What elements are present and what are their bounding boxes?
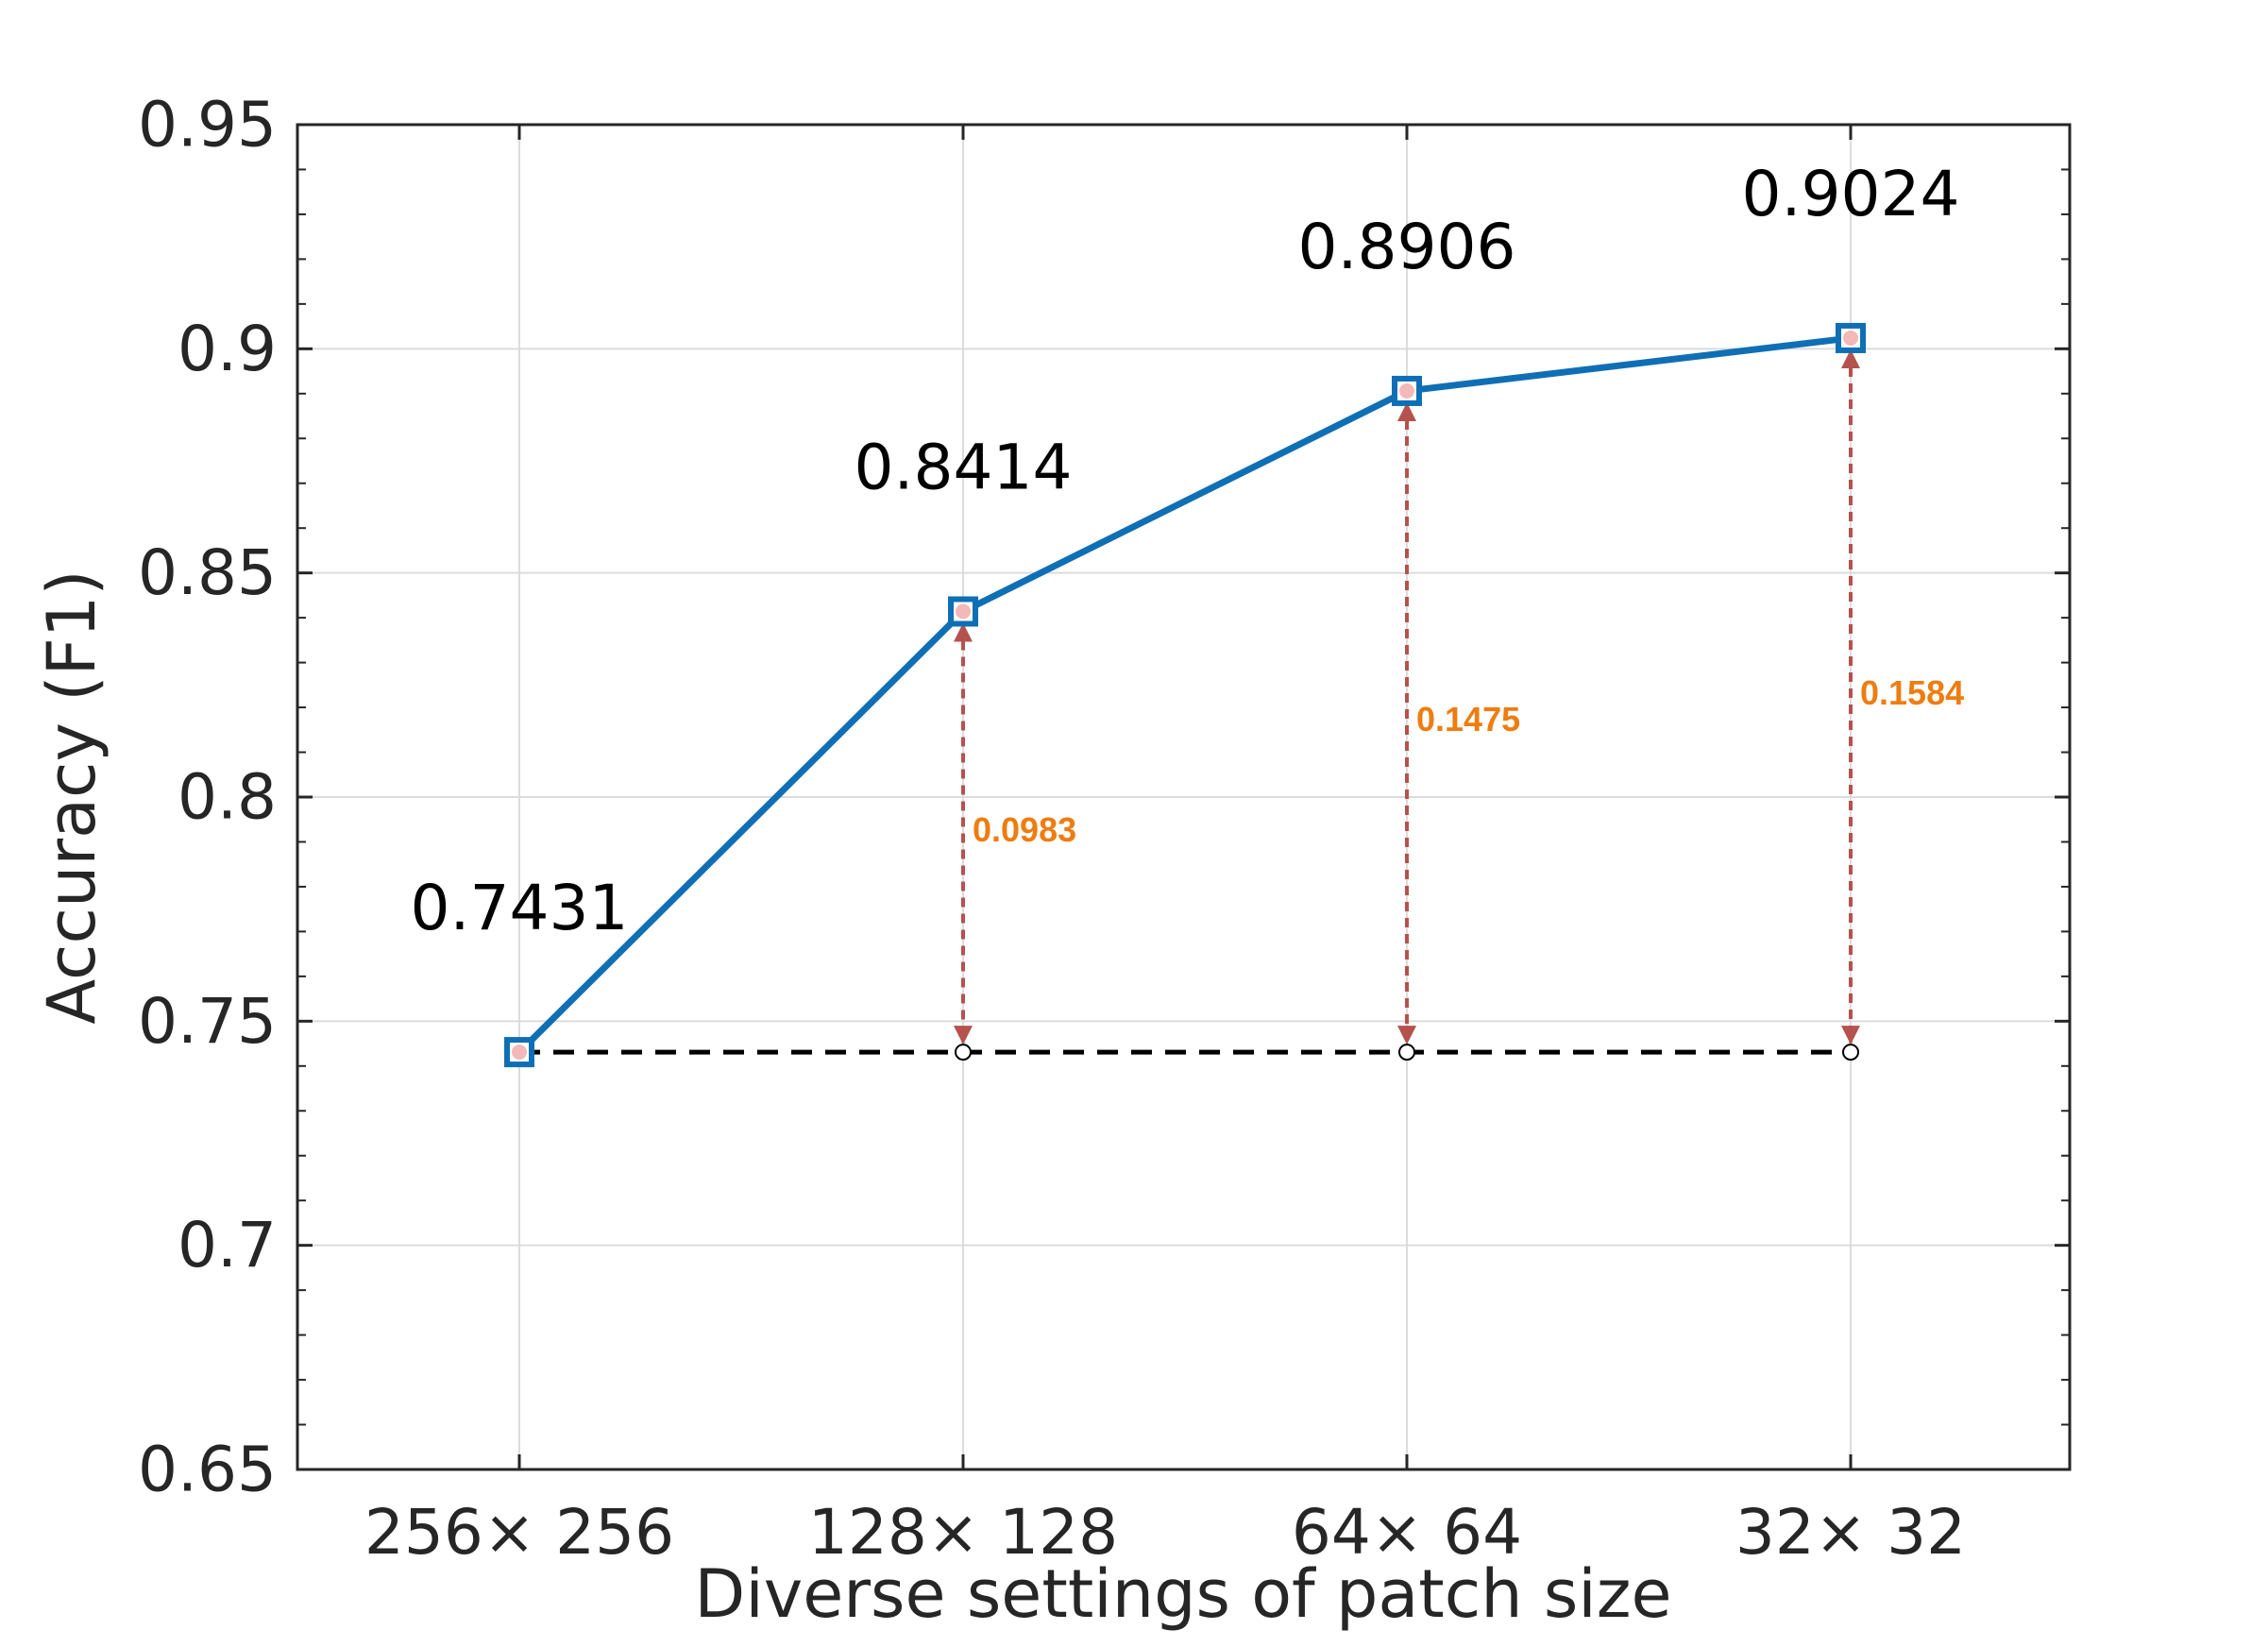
difference-arrows [954,348,1860,1061]
series-layer [516,334,1852,1055]
y-tick-label: 0.8 [178,761,277,834]
data-label: 0.9024 [1742,158,1960,230]
series-line [516,334,1852,1055]
data-label: 0.8906 [1298,211,1516,283]
baseline-point-marker [1398,1044,1415,1061]
y-tick-label: 0.85 [138,536,277,609]
data-point-dot [512,1044,527,1061]
baseline-point-marker [1842,1044,1859,1061]
data-point-marker [504,1037,534,1068]
data-point-dot [956,603,971,620]
x-tick-label: 64× 64 [1292,1496,1522,1569]
y-tick-label: 0.75 [138,985,277,1058]
data-labels: 0.7431 0.8414 0.8906 0.9024 [411,158,1960,944]
y-tick-labels: 0.65 0.7 0.75 0.8 0.85 0.9 0.95 [138,89,277,1506]
y-tick-label: 0.95 [138,89,277,161]
data-point-dot [1399,382,1414,399]
y-tick-label: 0.7 [178,1209,277,1282]
difference-label: 0.0983 [973,810,1076,849]
y-axis-label: Accuracy (F1) [33,569,110,1024]
grid-layer [297,125,2070,1469]
y-tick-label: 0.65 [138,1434,277,1506]
difference-label: 0.1475 [1416,700,1520,739]
data-label: 0.7431 [411,872,629,944]
data-label: 0.8414 [855,431,1073,503]
x-tick-label: 256× 256 [364,1496,674,1569]
baseline-point-marker [955,1044,972,1061]
y-tick-label: 0.9 [178,313,277,385]
x-axis-label: Diverse settings of patch size [694,1555,1671,1633]
difference-label: 0.1584 [1860,673,1964,712]
marker-layer [504,322,1866,1068]
x-tick-label: 32× 32 [1735,1496,1966,1569]
data-point-dot [1843,330,1858,346]
x-tick-labels: 256× 256 128× 128 64× 64 32× 32 [364,1496,1966,1569]
plot-frame [296,123,2072,1471]
x-tick-label: 128× 128 [808,1496,1118,1569]
difference-labels: 0.0983 0.1475 0.1584 [973,673,1964,849]
